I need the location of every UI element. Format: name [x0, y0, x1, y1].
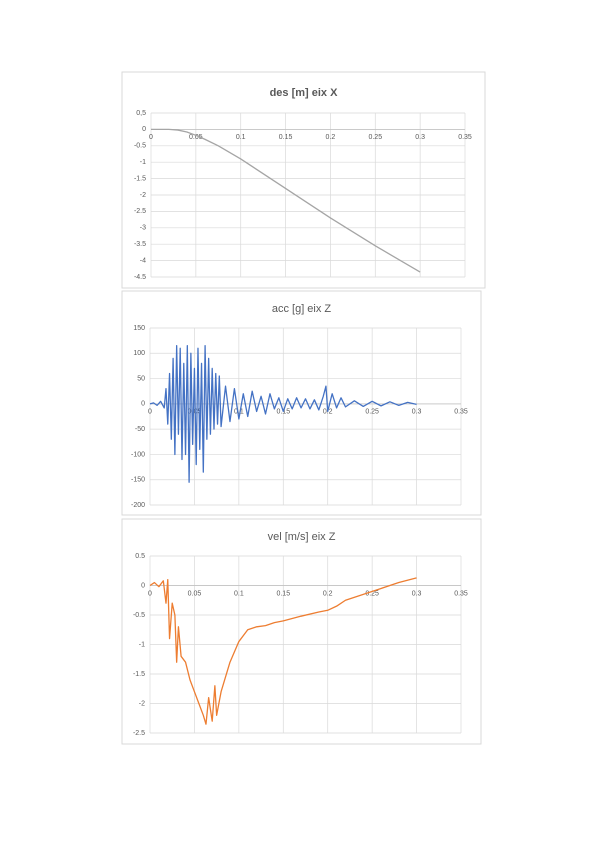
x-tick-label: 0.2 [323, 590, 333, 597]
data-line [149, 577, 417, 725]
x-tick-label: 0.1 [234, 409, 244, 416]
y-tick-label: 150 [133, 325, 145, 332]
x-tick-label: 0.15 [276, 590, 290, 597]
y-tick-label: 50 [137, 375, 145, 382]
y-tick-label: -200 [131, 502, 145, 509]
y-tick-label: -2.5 [133, 730, 145, 737]
x-tick-label: 0.2 [323, 409, 333, 416]
chart-title: vel [m/s] eix Z [268, 531, 336, 543]
y-tick-label: -2 [140, 192, 146, 199]
x-tick-label: 0.1 [234, 590, 244, 597]
chart-title: acc [g] eix Z [272, 303, 332, 315]
y-tick-label: -1 [140, 159, 146, 166]
x-tick-label: 0.35 [454, 590, 468, 597]
x-tick-label: 0.3 [412, 409, 422, 416]
y-tick-label: -4.5 [134, 274, 146, 281]
y-tick-label: 0,5 [136, 110, 146, 117]
x-tick-label: 0.25 [368, 134, 382, 141]
y-tick-label: -0.5 [134, 143, 146, 150]
x-tick-label: 0.35 [458, 134, 472, 141]
x-tick-label: 0.25 [365, 590, 379, 597]
x-tick-label: 0.1 [236, 134, 246, 141]
x-tick-label: 0 [148, 409, 152, 416]
y-tick-label: 0.5 [135, 553, 145, 560]
x-tick-label: 0.3 [412, 590, 422, 597]
x-tick-label: 0.05 [188, 590, 202, 597]
y-tick-label: -3 [140, 225, 146, 232]
y-tick-label: -1 [139, 641, 145, 648]
y-tick-label: -3.5 [134, 241, 146, 248]
x-tick-label: 0.05 [188, 409, 202, 416]
data-line [149, 345, 417, 483]
x-tick-label: 0.15 [279, 134, 293, 141]
chart-frame [121, 518, 482, 745]
x-tick-label: 0.05 [189, 134, 203, 141]
y-tick-label: -100 [131, 451, 145, 458]
x-tick-label: 0.3 [415, 134, 425, 141]
y-tick-label: -2 [139, 700, 145, 707]
y-tick-label: -1.5 [133, 671, 145, 678]
y-tick-label: -2.5 [134, 208, 146, 215]
y-tick-label: 0 [141, 582, 145, 589]
x-tick-label: 0.2 [326, 134, 336, 141]
x-tick-label: 0.25 [365, 409, 379, 416]
x-tick-label: 0 [149, 134, 153, 141]
y-tick-label: -150 [131, 477, 145, 484]
x-tick-label: 0 [148, 590, 152, 597]
y-tick-label: 0 [142, 126, 146, 133]
chart-title: des [m] eix X [270, 87, 339, 99]
x-tick-label: 0.15 [276, 409, 290, 416]
data-line [151, 128, 421, 273]
y-tick-label: 100 [133, 350, 145, 357]
y-tick-label: -50 [135, 426, 145, 433]
y-tick-label: -0.5 [133, 612, 145, 619]
y-tick-label: -4 [140, 257, 146, 264]
y-tick-label: -1.5 [134, 175, 146, 182]
x-tick-label: 0.35 [454, 409, 468, 416]
y-tick-label: 0 [141, 401, 145, 408]
chart-frame [121, 71, 486, 289]
